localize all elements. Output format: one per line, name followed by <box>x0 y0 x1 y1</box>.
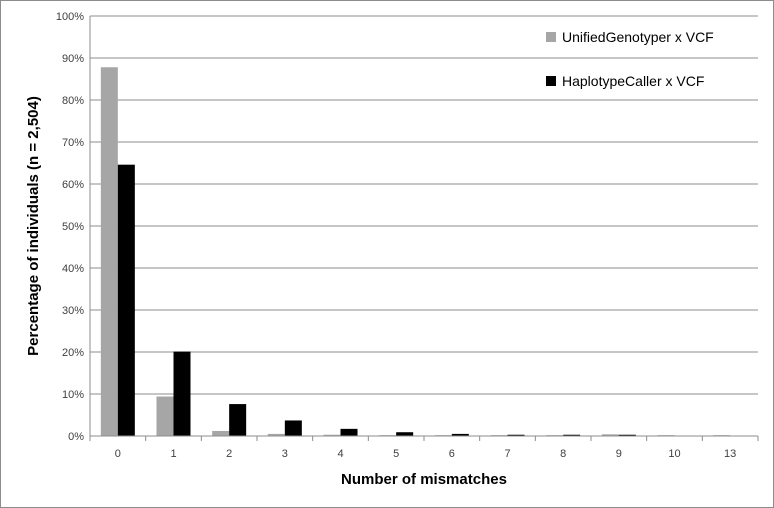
bar-haplotypecaller <box>507 434 525 436</box>
bar-unifiedgenotyper <box>267 433 285 436</box>
bar-haplotypecaller <box>340 428 358 436</box>
y-tick-label: 30% <box>62 305 84 317</box>
x-tick-label: 7 <box>504 448 510 460</box>
y-tick-label: 40% <box>62 263 84 275</box>
y-tick-label: 10% <box>62 389 84 401</box>
legend-label: UnifiedGenotyper x VCF <box>562 29 714 45</box>
bar-unifiedgenotyper <box>601 434 619 436</box>
x-tick-label: 0 <box>115 448 121 460</box>
y-tick-label: 20% <box>62 347 84 359</box>
y-tick-label: 0% <box>68 431 84 443</box>
y-tick-label: 50% <box>62 221 84 233</box>
bar-haplotypecaller <box>229 404 247 436</box>
y-tick-label: 90% <box>62 53 84 65</box>
x-tick-label: 3 <box>282 448 288 460</box>
y-tick-label: 60% <box>62 179 84 191</box>
x-axis-title: Number of mismatches <box>341 471 507 488</box>
y-tick-label: 100% <box>56 11 84 23</box>
bar-unifiedgenotyper <box>323 434 341 436</box>
x-tick-label: 5 <box>393 448 399 460</box>
legend-swatch <box>546 76 556 86</box>
bar-haplotypecaller <box>173 351 191 436</box>
bar-haplotypecaller <box>117 164 135 436</box>
x-tick-labels: 0 1 2 3 4 5 6 7 8 9 10 13 <box>115 448 737 460</box>
bar-haplotypecaller <box>396 432 414 436</box>
y-tick-label: 80% <box>62 95 84 107</box>
bar-haplotypecaller <box>618 434 636 436</box>
y-tick-label: 70% <box>62 137 84 149</box>
bar-haplotypecaller <box>563 434 581 436</box>
x-tick-label: 1 <box>170 448 176 460</box>
bar-haplotypecaller <box>451 433 469 436</box>
y-tick-labels: 0% 10% 20% 30% 40% 50% 60% 70% 80% 90% 100% <box>56 11 84 443</box>
legend-label: HaplotypeCaller x VCF <box>562 73 704 89</box>
x-tick-label: 13 <box>724 448 736 460</box>
x-tick-label: 2 <box>226 448 232 460</box>
x-tick-label: 8 <box>560 448 566 460</box>
x-tick-label: 4 <box>337 448 343 460</box>
bars <box>100 67 731 437</box>
bar-unifiedgenotyper <box>212 430 230 436</box>
bar-haplotypecaller <box>284 420 302 436</box>
axes <box>89 16 759 441</box>
x-tick-label: 9 <box>616 448 622 460</box>
y-axis-title: Percentage of individuals (n = 2,504) <box>25 96 42 356</box>
x-tick-label: 10 <box>668 448 680 460</box>
bar-unifiedgenotyper <box>100 67 118 437</box>
bar-unifiedgenotyper <box>156 396 174 436</box>
legend-swatch <box>546 32 556 42</box>
x-tick-label: 6 <box>449 448 455 460</box>
legend: UnifiedGenotyper x VCF HaplotypeCaller x … <box>546 29 714 89</box>
